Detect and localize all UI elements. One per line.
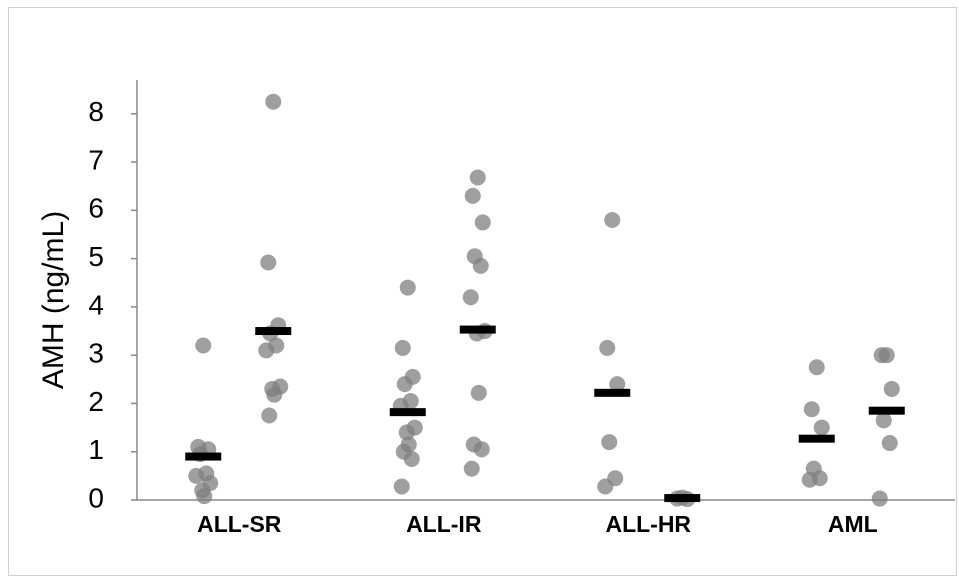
data-point — [609, 376, 626, 393]
data-point — [399, 279, 416, 296]
data-point — [470, 384, 487, 401]
y-axis-label: AMH (ng/mL) — [37, 211, 70, 389]
data-point — [463, 460, 480, 477]
mean-bar — [389, 408, 426, 417]
y-tick-label: 8 — [88, 96, 104, 127]
mean-bar — [594, 388, 631, 397]
data-point — [258, 342, 275, 359]
data-point — [604, 212, 621, 228]
data-point — [875, 412, 892, 429]
data-point — [261, 407, 278, 424]
data-point — [196, 488, 213, 505]
x-tick-label: ALL-HR — [605, 511, 691, 537]
x-tick-label: AML — [828, 511, 878, 537]
mean-bar — [868, 406, 905, 415]
data-point — [462, 289, 479, 306]
x-tick-label: ALL-IR — [406, 511, 482, 537]
data-point — [398, 424, 415, 441]
data-point — [808, 359, 825, 376]
data-point — [394, 339, 411, 356]
mean-bar — [255, 327, 292, 336]
y-tick-label: 5 — [88, 241, 104, 272]
data-point — [265, 93, 282, 110]
data-point — [871, 490, 888, 507]
y-tick-label: 1 — [88, 434, 104, 465]
data-point — [260, 254, 277, 271]
y-tick-label: 2 — [88, 386, 104, 417]
data-point — [188, 467, 205, 484]
data-point — [396, 376, 413, 393]
y-tick-label: 0 — [88, 482, 104, 513]
y-tick-label: 4 — [88, 289, 104, 320]
data-point — [601, 434, 618, 451]
mean-bar — [459, 325, 496, 334]
y-tick-label: 7 — [88, 144, 104, 175]
data-point — [813, 419, 830, 436]
data-point — [469, 169, 486, 186]
data-point — [881, 435, 898, 452]
data-point — [599, 339, 616, 356]
mean-bar — [798, 434, 835, 443]
data-point — [464, 187, 481, 204]
data-point — [474, 214, 491, 231]
mean-bar — [185, 452, 222, 461]
y-tick-label: 3 — [88, 338, 104, 369]
data-point — [873, 347, 890, 364]
data-point — [472, 257, 489, 274]
mean-bar — [664, 494, 701, 503]
data-point — [883, 380, 900, 397]
y-tick-label: 6 — [88, 193, 104, 224]
data-point — [473, 441, 490, 458]
data-point — [597, 478, 614, 495]
x-tick-label: ALL-SR — [197, 511, 282, 537]
data-point — [393, 478, 410, 495]
data-point — [803, 401, 820, 418]
data-point — [403, 450, 420, 467]
data-point — [195, 337, 212, 354]
data-point — [801, 471, 818, 488]
data-point — [266, 386, 283, 403]
chart-frame — [8, 7, 957, 576]
